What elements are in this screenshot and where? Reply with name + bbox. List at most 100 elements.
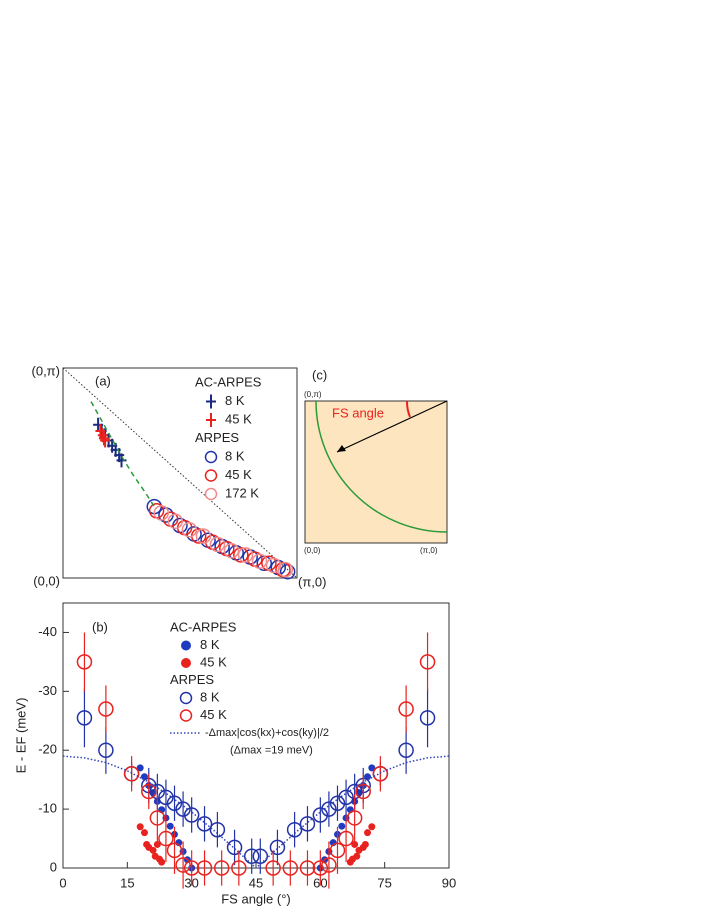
point [195, 528, 212, 544]
point [149, 810, 166, 826]
point [149, 846, 157, 854]
point [153, 840, 161, 848]
legend-heading: AC-ARPES [195, 374, 262, 389]
point [175, 801, 191, 817]
point [269, 839, 286, 856]
legend-swatch [181, 640, 191, 651]
panel-label: (c) [312, 367, 327, 382]
point [329, 842, 346, 859]
point [196, 860, 213, 876]
point [312, 807, 329, 823]
legend-heading: AC-ARPES [170, 619, 237, 634]
point [312, 860, 329, 876]
corner-label: (0,0) [33, 573, 60, 588]
corner-label: (0,π) [32, 363, 60, 378]
point [338, 830, 354, 847]
point [338, 822, 346, 830]
y-axis-label: E - EF (meV) [13, 698, 28, 774]
annotation: FS angle [332, 405, 384, 420]
legend-swatch [206, 394, 216, 409]
point [419, 710, 436, 726]
legend-swatch [181, 658, 191, 668]
legend-label: 45 K [200, 707, 227, 722]
legend-swatch [204, 450, 218, 464]
point [98, 742, 114, 758]
point [209, 821, 226, 838]
point [355, 783, 371, 800]
point [419, 654, 436, 670]
point [372, 766, 389, 782]
point [351, 840, 359, 848]
point [136, 823, 144, 831]
legend-label: 8 K [225, 448, 245, 463]
point [398, 742, 414, 758]
point [181, 521, 198, 538]
point [277, 561, 294, 578]
angle-arc [405, 400, 411, 418]
point [361, 840, 369, 848]
point [183, 860, 200, 876]
point [153, 505, 170, 521]
x-tick-label: 75 [377, 875, 391, 890]
corner-label: (π,0) [298, 574, 326, 589]
point [209, 536, 226, 553]
point [398, 701, 414, 717]
fermi-surface [315, 400, 448, 533]
y-tick-label: -40 [38, 624, 57, 639]
legend-label: 45 K [225, 411, 252, 426]
point [141, 783, 157, 800]
arrow-head [337, 445, 346, 452]
point [166, 842, 183, 859]
point [299, 816, 316, 832]
legend-label: 45 K [200, 654, 227, 669]
point [183, 807, 200, 823]
y-tick-label: -10 [38, 801, 57, 816]
line [90, 401, 155, 508]
point [282, 860, 299, 876]
point [233, 547, 249, 563]
point [123, 766, 140, 782]
point [166, 795, 183, 811]
legend-label: -Δmax|cos(kx)+cos(ky)|/2 [205, 727, 329, 739]
panel-label: (b) [92, 619, 108, 634]
y-tick-label: 0 [50, 859, 57, 874]
x-axis-label: FS angle (°) [221, 891, 291, 906]
point [368, 823, 376, 831]
corner-label: (0,0) [304, 546, 321, 555]
point [158, 830, 174, 847]
annotation: (Δmax =19 meV) [230, 744, 313, 756]
y-tick-label: -20 [38, 742, 57, 757]
corner-label: (0,π) [304, 390, 322, 399]
x-tick-label: 0 [59, 875, 66, 890]
legend-label: 8 K [225, 393, 245, 408]
point [299, 860, 316, 876]
point [166, 822, 174, 830]
point [286, 821, 303, 838]
point [213, 860, 230, 876]
legend-label: 8 K [200, 637, 220, 652]
corner-label: (π,0) [420, 546, 438, 555]
point [321, 857, 337, 873]
x-tick-label: 90 [442, 875, 456, 890]
point [167, 513, 184, 530]
point [76, 654, 93, 670]
point [98, 701, 114, 717]
plot-frame [62, 367, 298, 579]
point [353, 852, 361, 860]
point [158, 858, 166, 866]
legend-swatch [179, 709, 193, 722]
y-tick-label: -30 [38, 683, 57, 698]
panel-label: (a) [95, 373, 111, 388]
arrow [336, 400, 448, 453]
point [329, 795, 346, 811]
point [196, 816, 213, 832]
point [265, 860, 281, 876]
point [76, 710, 93, 726]
legend-swatch [206, 413, 216, 427]
point [140, 829, 148, 837]
point [231, 860, 247, 876]
point [251, 553, 268, 569]
legend-label: 172 K [225, 485, 259, 500]
